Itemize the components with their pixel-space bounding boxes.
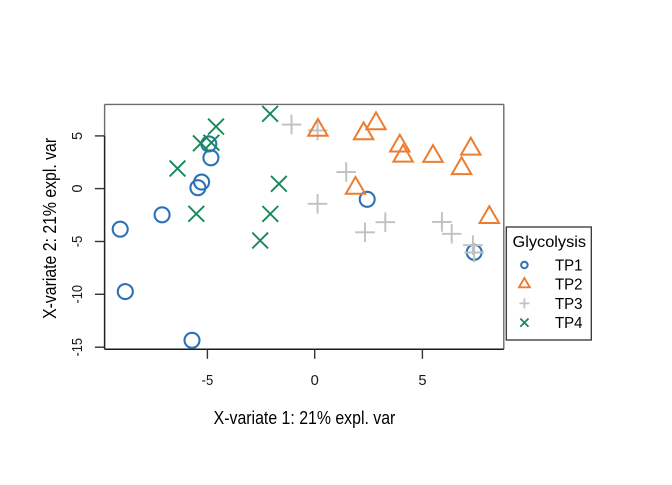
svg-text:-5: -5	[70, 236, 86, 248]
svg-text:TP2: TP2	[555, 277, 583, 294]
svg-text:-15: -15	[70, 338, 86, 357]
svg-text:TP3: TP3	[555, 296, 583, 313]
svg-text:-10: -10	[70, 285, 86, 304]
svg-text:0: 0	[70, 185, 86, 193]
svg-text:5: 5	[70, 132, 86, 140]
svg-text:Glycolysis: Glycolysis	[513, 233, 587, 251]
svg-text:X-variate 2: 21% expl. var: X-variate 2: 21% expl. var	[39, 138, 60, 319]
svg-text:TP1: TP1	[555, 258, 583, 275]
svg-text:0: 0	[311, 373, 319, 389]
svg-text:X-variate 1: 21% expl. var: X-variate 1: 21% expl. var	[214, 407, 396, 428]
svg-text:-5: -5	[202, 373, 214, 389]
svg-text:5: 5	[418, 373, 426, 389]
svg-text:TP4: TP4	[555, 315, 583, 332]
